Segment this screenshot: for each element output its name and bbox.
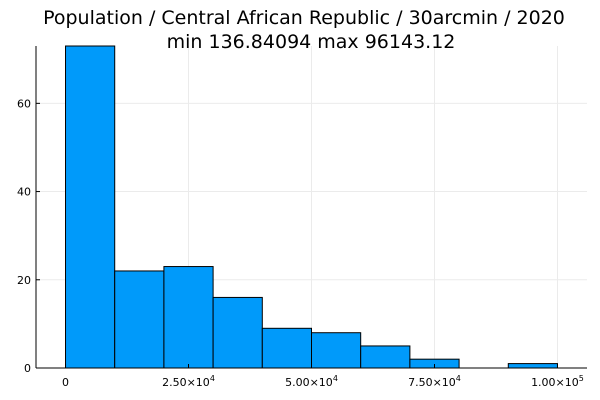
x-tick-label-4: 1.00×105	[531, 374, 584, 389]
chart-subtitle: min 136.84094 max 96143.12	[167, 31, 456, 53]
y-tick-label-0: 0	[24, 362, 31, 375]
histogram-bar-9	[507, 363, 558, 369]
y-tick-label-2: 40	[17, 186, 31, 199]
histogram-bar-1	[114, 270, 165, 369]
ticks-layer: 0 2.50×104 5.00×104 7.50×104 1.00×105 0 20 40 60	[17, 97, 584, 389]
histogram-bar-2	[163, 266, 214, 369]
x-tick-label-1: 2.50×104	[162, 374, 215, 389]
x-tick-label-0: 0	[62, 376, 69, 389]
chart-title: Population / Central African Republic / …	[43, 7, 565, 29]
histogram-bar-4	[261, 327, 312, 369]
histogram-bar-3	[212, 296, 263, 369]
histogram-bar-6	[360, 345, 411, 369]
histogram-bar-0	[65, 45, 116, 369]
x-tick-label-2: 5.00×104	[285, 374, 338, 389]
histogram-bar-5	[311, 332, 362, 369]
x-tick-label-3: 7.50×104	[408, 374, 461, 389]
y-tick-label-3: 60	[17, 97, 31, 110]
y-tick-label-1: 20	[17, 274, 31, 287]
bars-layer	[65, 45, 558, 369]
axes-layer	[35, 46, 587, 369]
